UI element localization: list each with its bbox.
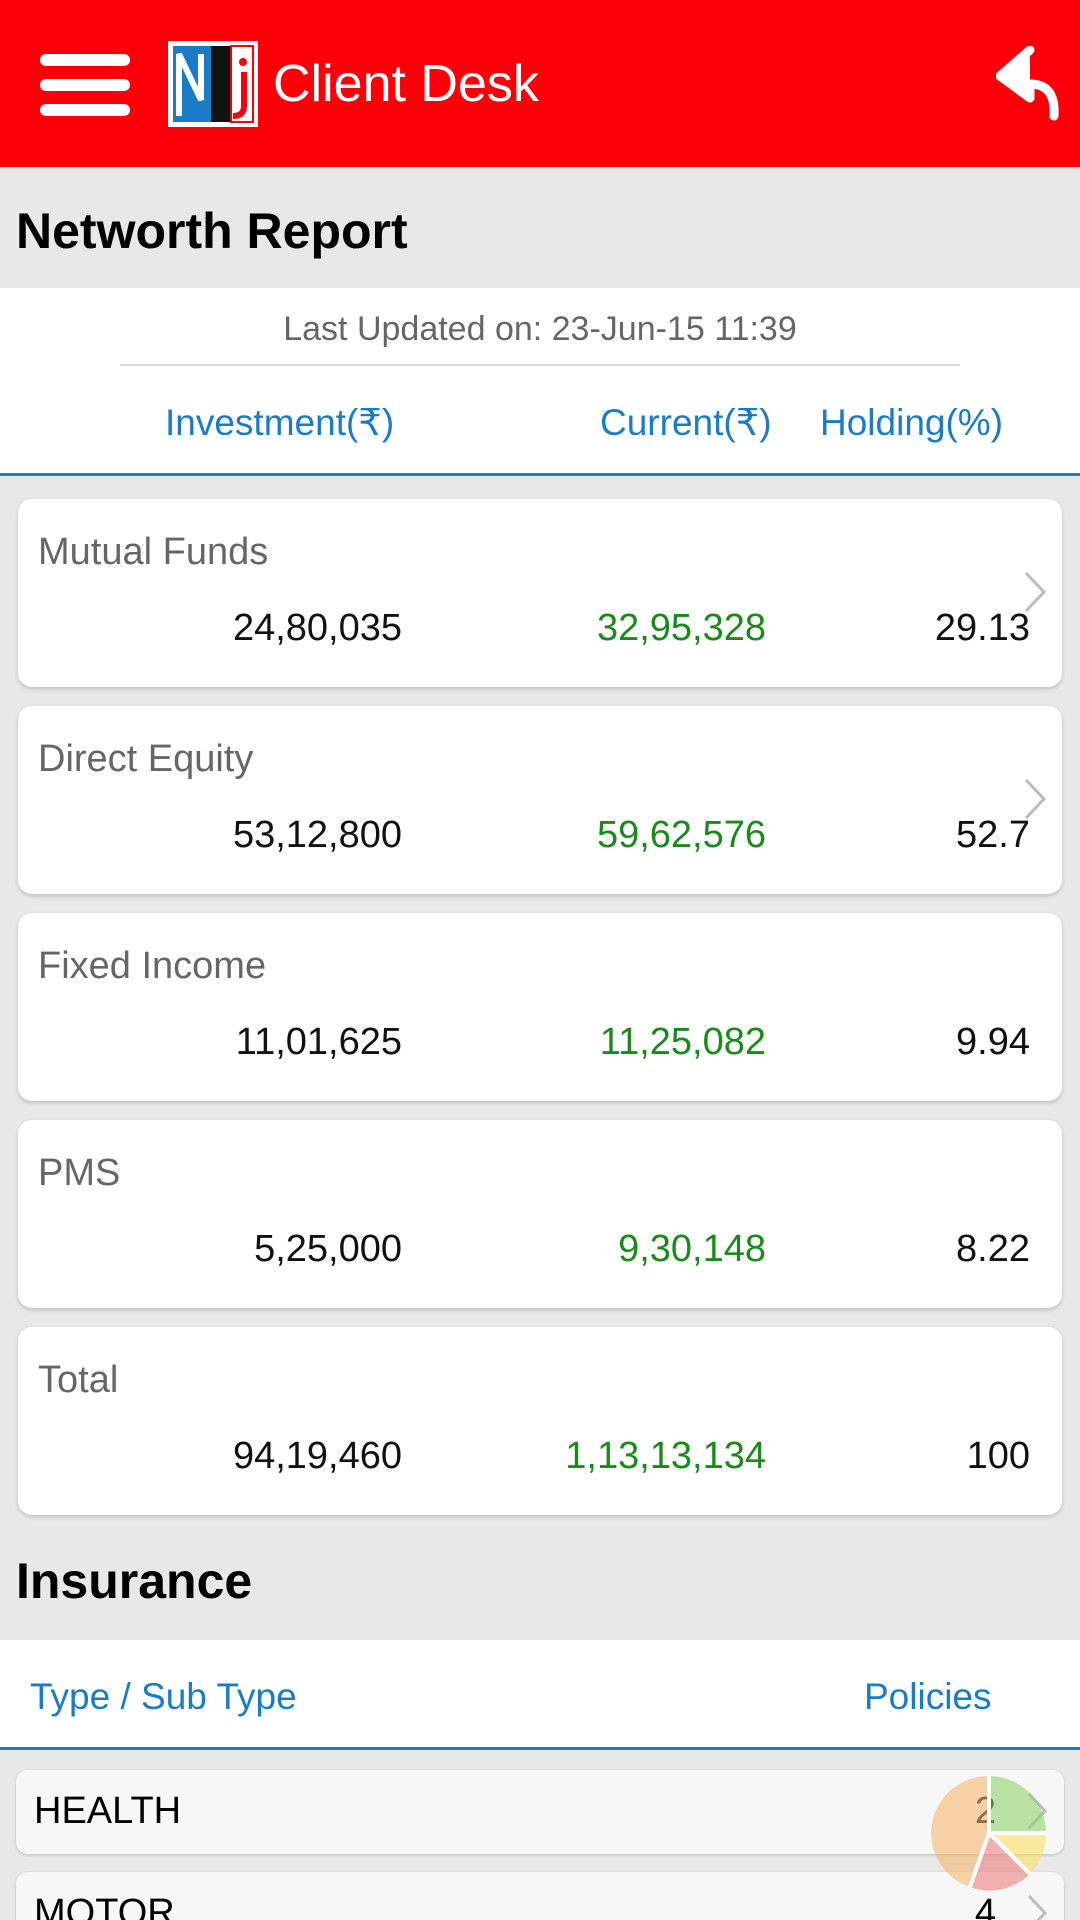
insurance-table-header: Type / Sub Type Policies <box>0 1640 1080 1750</box>
current-value: 9,30,148 <box>618 1228 766 1270</box>
row-label: Fixed Income <box>38 945 267 987</box>
holding-value: 52.7 <box>956 814 1030 856</box>
networth-header: Networth Report <box>0 167 1080 288</box>
investment-value: 5,25,000 <box>254 1228 402 1270</box>
investment-value: 53,12,800 <box>232 814 402 856</box>
chevron-right-icon <box>1024 778 1047 820</box>
networth-row-total: Total 94,19,460 1,13,13,134 100 <box>18 1327 1062 1515</box>
insurance-type: HEALTH <box>34 1790 182 1832</box>
column-header-type: Type / Sub Type <box>30 1676 297 1717</box>
holding-value: 100 <box>966 1435 1030 1477</box>
holding-value: 9.94 <box>956 1021 1030 1063</box>
networth-table-header: Last Updated on: 23-Jun-15 11:39 Investm… <box>0 288 1080 476</box>
holding-value: 29.13 <box>934 607 1030 649</box>
insurance-row-health[interactable]: HEALTH 2 <box>16 1770 1064 1854</box>
column-header-policies: Policies <box>864 1676 992 1717</box>
insurance-row-motor[interactable]: MOTOR 4 <box>16 1872 1064 1920</box>
investment-value: 11,01,625 <box>235 1021 402 1063</box>
page-title: Networth Report <box>16 203 408 259</box>
back-arrow-icon[interactable] <box>996 46 1066 122</box>
investment-value: 24,80,035 <box>232 607 402 649</box>
app-title: Client Desk <box>273 55 539 113</box>
chevron-right-icon <box>1027 1894 1048 1920</box>
row-label: Direct Equity <box>38 738 254 780</box>
networth-row-pms: PMS 5,25,000 9,30,148 8.22 <box>18 1120 1062 1308</box>
policy-count: 4 <box>974 1892 996 1920</box>
networth-row-fixed-income: Fixed Income 11,01,625 11,25,082 9.94 <box>18 913 1062 1101</box>
current-value: 32,95,328 <box>596 607 766 649</box>
divider <box>120 364 960 366</box>
column-header-holding: Holding(%) <box>820 402 1004 443</box>
column-header-investment: Investment(₹) <box>165 402 395 443</box>
nj-logo <box>168 41 258 127</box>
column-header-current: Current(₹) <box>600 402 772 443</box>
holding-value: 8.22 <box>956 1228 1030 1270</box>
row-label: PMS <box>38 1152 121 1194</box>
insurance-type: MOTOR <box>34 1892 175 1920</box>
chevron-right-icon <box>1024 571 1047 613</box>
current-value: 1,13,13,134 <box>565 1435 766 1477</box>
pie-chart-icon[interactable] <box>930 1774 1048 1892</box>
row-label: Mutual Funds <box>38 531 269 573</box>
investment-value: 94,19,460 <box>232 1435 402 1477</box>
row-label: Total <box>38 1359 119 1401</box>
hamburger-menu-icon[interactable] <box>40 54 130 116</box>
current-value: 11,25,082 <box>599 1021 766 1063</box>
networth-row-mutual-funds[interactable]: Mutual Funds 24,80,035 32,95,328 29.13 <box>18 499 1062 687</box>
insurance-title: Insurance <box>16 1553 253 1609</box>
last-updated-text: Last Updated on: 23-Jun-15 11:39 <box>283 310 797 348</box>
current-value: 59,62,576 <box>596 814 766 856</box>
networth-row-direct-equity[interactable]: Direct Equity 53,12,800 59,62,576 52.7 <box>18 706 1062 894</box>
app-bar: Client Desk <box>0 0 1080 167</box>
